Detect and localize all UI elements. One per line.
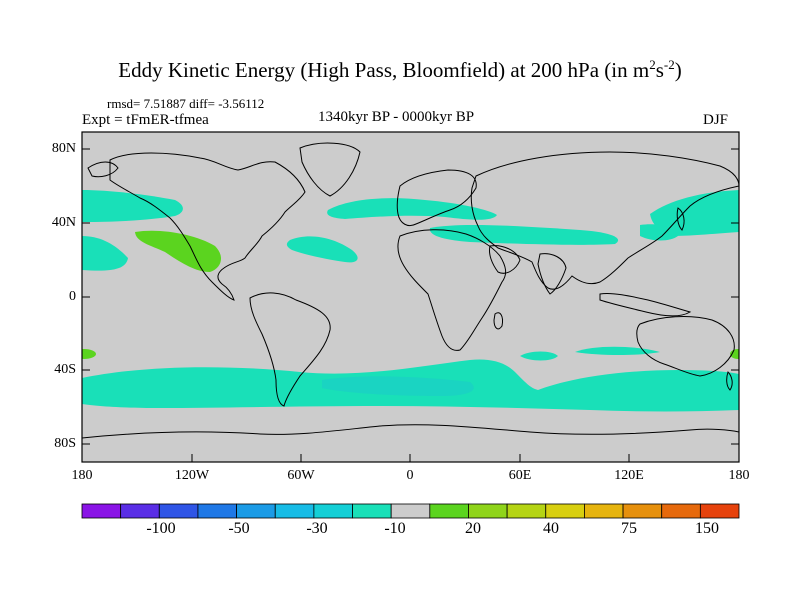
- period-text: 1340kyr BP - 0000kyr BP: [318, 109, 475, 125]
- coast-india: [537, 253, 567, 295]
- colorbar-swatch: [506, 503, 547, 519]
- anomaly-central-atlantic: [286, 236, 358, 263]
- colorbar: [81, 503, 740, 519]
- map-title-sup1: 2: [649, 57, 656, 72]
- colorbar-label-4: -10: [384, 520, 406, 537]
- colorbar-swatch: [236, 503, 276, 519]
- colorbar-swatch: [622, 503, 663, 519]
- map-title-sup2: -2: [663, 57, 675, 72]
- lon-label-0: 0: [406, 468, 414, 483]
- colorbar-label-3: -30: [306, 520, 328, 537]
- colorbar-swatch: [120, 503, 160, 519]
- anomaly-mediterranean: [429, 224, 619, 245]
- colorbar-swatch: [699, 503, 740, 519]
- anomaly-n-america-east: [82, 236, 128, 271]
- anomaly-n-atlantic: [327, 198, 497, 220]
- colorbar-swatch: [313, 503, 353, 519]
- colorbar-label-2: -50: [228, 520, 250, 537]
- colorbar-swatch: [197, 503, 237, 519]
- colorbar-label-8: 150: [695, 520, 719, 537]
- coast-japan: [676, 207, 685, 231]
- coast-greenland: [299, 142, 361, 197]
- colorbar-swatch: [274, 503, 315, 519]
- colorbar-swatch: [545, 503, 585, 519]
- anomaly-south-atlantic-deep: [322, 376, 474, 396]
- coast-madagascar: [493, 312, 503, 330]
- lon-label-120e: 120E: [614, 468, 644, 483]
- coast-south-america: [249, 292, 331, 407]
- map-background: [82, 132, 739, 462]
- anomaly-layer: [82, 190, 739, 412]
- anomaly-indian-ocean-west: [520, 351, 558, 361]
- anomaly-ne-pacific-positive: [135, 230, 222, 272]
- coast-north-america: [109, 152, 306, 301]
- map-title: Eddy Kinetic Energy (High Pass, Bloomfie…: [0, 57, 800, 83]
- coast-asia: [470, 151, 739, 290]
- coast-australia: [636, 316, 735, 377]
- lon-label-60e: 60E: [508, 468, 532, 483]
- coastlines: [82, 142, 739, 439]
- lon-label-180w: 180: [71, 468, 93, 483]
- experiment-text: Expt = tFmER-tfmea: [82, 112, 209, 128]
- lon-label-60w: 60W: [287, 468, 315, 483]
- lat-label-40s: 40S: [54, 362, 76, 377]
- coast-africa: [397, 229, 507, 351]
- colorbar-swatch: [390, 503, 431, 519]
- colorbar-swatch: [81, 503, 122, 519]
- colorbar-swatch: [661, 503, 701, 519]
- coast-alaska: [87, 161, 119, 178]
- coast-antarctica: [82, 424, 739, 439]
- colorbar-swatch: [429, 503, 469, 519]
- anomaly-south-pacific-east-dot: [730, 349, 739, 359]
- lat-label-80s: 80S: [54, 436, 76, 451]
- lat-label-80n: 80N: [51, 141, 76, 156]
- stats-text: rmsd= 7.51887 diff= -3.56112: [107, 96, 265, 111]
- coast-arabia: [489, 245, 521, 274]
- lat-label-0: 0: [69, 289, 76, 304]
- colorbar-swatch: [158, 503, 199, 519]
- colorbar-label-7: 75: [621, 520, 637, 537]
- lat-ticks: [82, 148, 739, 445]
- map-title-main: Eddy Kinetic Energy (High Pass, Bloomfie…: [118, 58, 650, 82]
- colorbar-label-6: 40: [543, 520, 559, 537]
- colorbar-label-5: 20: [465, 520, 481, 537]
- colorbar-label-1: -100: [146, 520, 176, 537]
- lon-label-120w: 120W: [174, 468, 210, 483]
- coast-new-zealand: [726, 371, 733, 391]
- coast-europe: [396, 169, 477, 227]
- coast-indonesia: [599, 293, 692, 317]
- colorbar-swatch: [352, 503, 392, 519]
- anomaly-east-asia: [640, 224, 678, 241]
- anomaly-nw-pacific-west: [82, 190, 183, 222]
- colorbar-swatch: [584, 503, 624, 519]
- lon-label-180e: 180: [728, 468, 750, 483]
- lon-ticks: [191, 454, 630, 462]
- anomaly-indian-ocean-east: [575, 346, 660, 355]
- season-text: DJF: [703, 112, 729, 128]
- colorbar-swatch: [468, 503, 508, 519]
- lat-label-40n: 40N: [51, 215, 76, 230]
- map-title-close: ): [674, 58, 682, 82]
- anomaly-south-pacific-west-dot: [82, 349, 96, 359]
- map-title-mid: s: [655, 58, 664, 82]
